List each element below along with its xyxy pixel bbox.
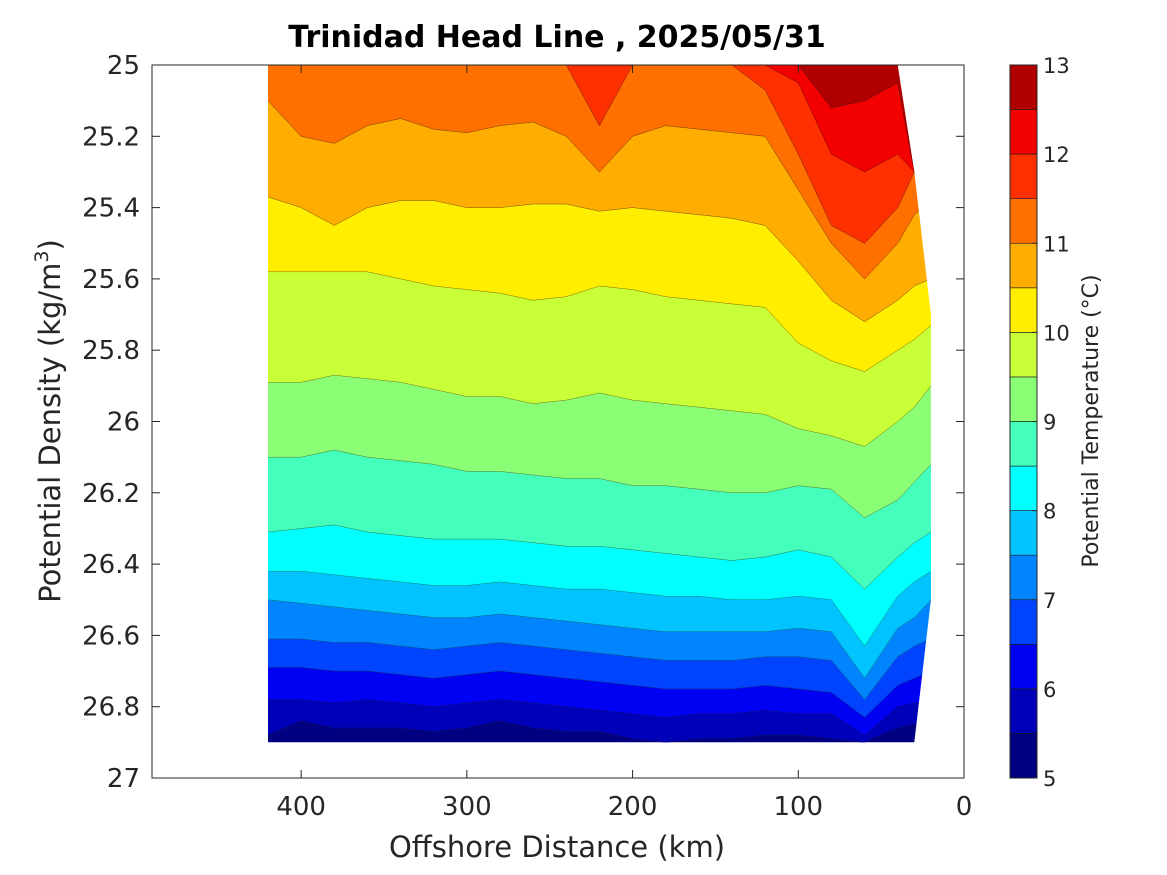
colorbar-segment (1009, 153, 1038, 199)
isotherm-line (268, 65, 931, 244)
y-axis-ticks: 25 25.2 25.4 25.6 25.8 26 26.2 26.4 26.6 26.8 27 (82, 51, 964, 794)
x-tick-label: 0 (956, 792, 973, 822)
colorbar-segment (1009, 242, 1038, 289)
isotherm-line (268, 65, 931, 173)
x-axis-ticks: 400 300 200 100 0 (276, 65, 972, 822)
colorbar: 5 6 7 8 9 10 11 12 13 (1009, 54, 1070, 791)
colorbar-tick-label: 5 (1043, 767, 1056, 791)
contour-fills (268, 65, 931, 743)
y-tick-label: 25.6 (82, 265, 140, 295)
colorbar-segment (1009, 287, 1038, 333)
y-tick-label: 25 (107, 51, 140, 81)
x-tick-label: 400 (276, 792, 326, 822)
isotherm-line (268, 638, 931, 700)
isotherm-line (268, 374, 931, 447)
colorbar-tick-label: 8 (1043, 500, 1056, 524)
isotherm-line (268, 271, 931, 372)
colorbar-segment (1009, 376, 1038, 422)
isotherm-line (268, 599, 931, 679)
y-tick-label: 25.8 (82, 336, 140, 366)
colorbar-segment (1009, 465, 1038, 511)
colorbar-tick-label: 6 (1043, 678, 1056, 702)
y-tick-label: 27 (107, 764, 140, 794)
colorbar-segment (1009, 332, 1038, 378)
contour-lines (268, 65, 931, 743)
isotherm-line (268, 699, 931, 736)
isotherm-line (268, 196, 931, 322)
colorbar-tick-label: 12 (1043, 143, 1070, 167)
y-tick-label: 26.4 (82, 550, 140, 580)
y-tick-label: 26.8 (82, 693, 140, 723)
colorbar-ticks: 5 6 7 8 9 10 11 12 13 (1032, 54, 1070, 791)
y-axis-label: Potential Density (kg/m3) (31, 239, 67, 603)
x-tick-label: 300 (442, 792, 492, 822)
colorbar-segment (1009, 64, 1038, 110)
x-tick-label: 200 (608, 792, 658, 822)
y-tick-label: 26 (107, 408, 140, 438)
colorbar-tick-label: 10 (1043, 321, 1070, 345)
isotherm-line (268, 65, 931, 173)
y-tick-label: 25.4 (82, 194, 140, 224)
y-axis-label-main: Potential Density (kg/m (33, 263, 67, 603)
colorbar-segment (1009, 733, 1038, 779)
colorbar-tick-label: 11 (1043, 232, 1070, 256)
isotherm-line (268, 524, 931, 590)
contour-band (268, 65, 931, 244)
y-tick-label: 26.6 (82, 621, 140, 651)
chart-title: Trinidad Head Line , 2025/05/31 (288, 20, 825, 55)
colorbar-segment (1009, 554, 1038, 601)
y-axis-label-superscript: 3 (31, 250, 53, 262)
colorbar-segment (1009, 644, 1038, 690)
isotherm-line (268, 720, 931, 743)
colorbar-segment (1009, 421, 1038, 467)
colorbar-segment (1009, 510, 1038, 556)
isotherm-line (268, 100, 931, 280)
plot-area: 400 300 200 100 0 25 25.2 25.4 25.6 25.8 26 26.2 26… (82, 51, 972, 822)
y-axis-label-end: ) (33, 239, 67, 250)
isotherm-line (268, 449, 931, 519)
colorbar-segment (1009, 198, 1038, 244)
colorbar-segment (1009, 599, 1038, 645)
x-tick-label: 100 (773, 792, 823, 822)
colorbar-tick-label: 13 (1043, 54, 1070, 78)
colorbar-label: Potential Temperature (°C) (1079, 274, 1104, 567)
isotherm-line (268, 667, 931, 718)
colorbar-segment (1009, 109, 1038, 155)
y-tick-label: 25.2 (82, 122, 140, 152)
colorbar-tick-label: 9 (1043, 411, 1056, 435)
x-axis-label: Offshore Distance (km) (389, 830, 725, 864)
colorbar-tick-label: 7 (1043, 589, 1056, 613)
y-tick-label: 26.2 (82, 479, 140, 509)
colorbar-segment (1009, 688, 1038, 734)
contour-band (268, 65, 931, 173)
isotherm-line (268, 570, 931, 647)
